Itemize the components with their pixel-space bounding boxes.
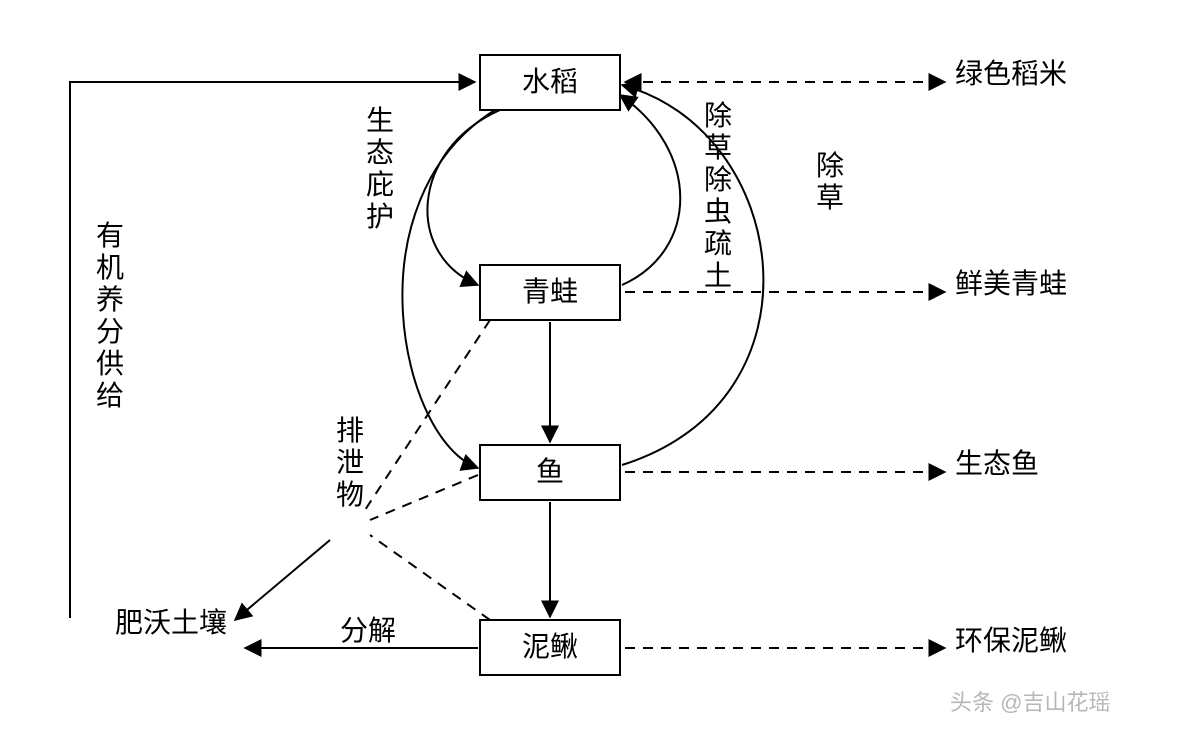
nodes: 水稻青蛙鱼泥鳅 肥沃土壤 绿色稻米鲜美青蛙生态鱼环保泥鳅 — [115, 55, 1067, 675]
vlabel-weed_pest: 除草除虫疏土 — [704, 100, 732, 292]
node-label-out_fish: 生态鱼 — [955, 448, 1039, 480]
hlabel-decompose: 分解 — [340, 615, 396, 647]
node-label-loach: 泥鳅 — [522, 631, 578, 663]
vlabel-weed: 除草 — [816, 150, 844, 214]
node-label-frog: 青蛙 — [522, 276, 578, 308]
vlabel-waste: 排泄物 — [336, 415, 364, 511]
ecosystem-flowchart: 水稻青蛙鱼泥鳅肥沃土壤绿色稻米鲜美青蛙生态鱼环保泥鳅 有机养分供给生态庇护除草除… — [0, 0, 1198, 734]
edge-fish-waste — [370, 475, 478, 520]
edges — [70, 82, 945, 648]
edge-waste-to-soil — [235, 540, 330, 620]
vlabel-shelter: 生态庇护 — [366, 105, 394, 233]
edge-frog-waste — [365, 320, 490, 510]
labels: 有机养分供给 生态庇护 除草除虫疏土 除草排泄物分解 — [96, 100, 844, 647]
node-label-soil: 肥沃土壤 — [115, 607, 227, 639]
edge-rice-to-frog-shelter — [427, 110, 500, 285]
node-label-out_loach: 环保泥鳅 — [955, 625, 1067, 657]
node-label-out_frog: 鲜美青蛙 — [955, 268, 1067, 300]
edge-fish-to-rice-weed — [622, 85, 763, 465]
watermark: 头条 @吉山花瑶 — [950, 690, 1110, 715]
node-label-fish: 鱼 — [536, 456, 564, 488]
vlabel-nutrient: 有机养分供给 — [96, 220, 124, 412]
node-label-rice: 水稻 — [522, 66, 578, 98]
edge-soil-to-rice — [70, 82, 475, 618]
edge-loach-waste — [370, 535, 490, 620]
edge-frog-to-rice-functions — [620, 95, 680, 285]
node-label-out_rice: 绿色稻米 — [955, 58, 1067, 90]
